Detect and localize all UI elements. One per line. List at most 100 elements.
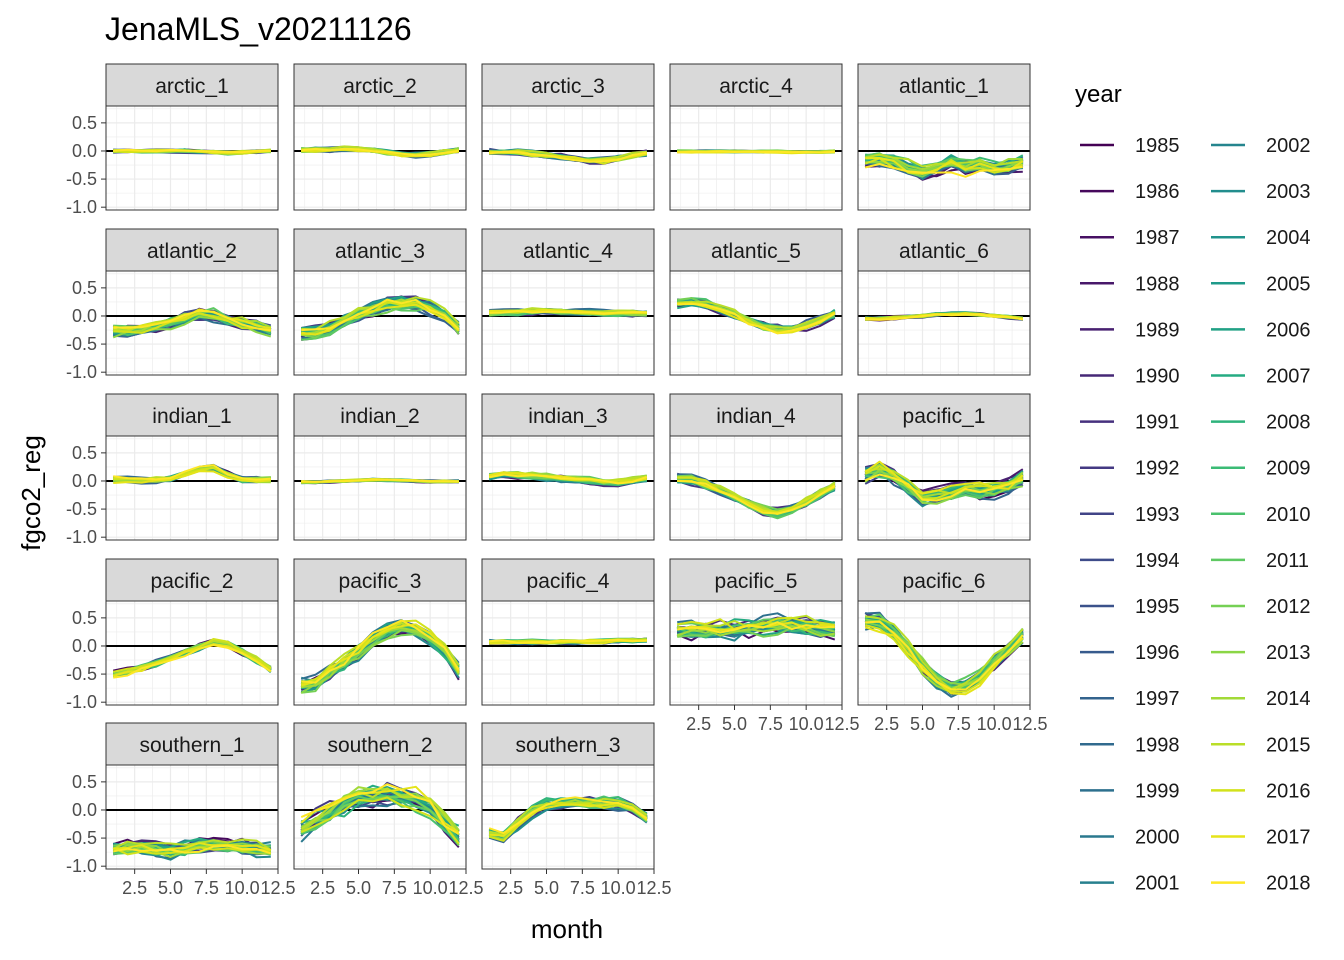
legend-item: 1993 [1080, 504, 1180, 526]
panel-border [105, 270, 279, 376]
legend-item: 2018 [1211, 873, 1311, 895]
facet-strip-label: pacific_2 [151, 570, 234, 593]
series-line-2015 [112, 838, 272, 851]
y-tick-label: 0.0 [72, 141, 97, 161]
facet-strip [481, 63, 655, 107]
facet-strip-label: southern_1 [139, 734, 244, 757]
legend-item: 1987 [1080, 227, 1180, 249]
legend-label: 2017 [1266, 827, 1311, 849]
panel-background [106, 106, 278, 210]
x-tick-label: 10.0 [225, 878, 260, 898]
facet-panel: arctic_4 [669, 63, 843, 211]
facet-strip-label: pacific_3 [339, 570, 422, 593]
y-tick-label: 0.0 [72, 306, 97, 326]
facet-panel: pacific_6 2.5 5.0 7.5 10.0 12.5 [857, 558, 1048, 734]
facet-panel: southern_1 0.5 0.0 -0.5 -1.0 2.5 5.0 7.5 10.0 12.… [66, 722, 296, 898]
facet-panel: indian_1 0.5 0.0 -0.5 -1.0 [66, 393, 279, 547]
series-line-2017 [864, 626, 1024, 696]
facet-strip-label: indian_3 [528, 405, 607, 428]
legend-item: 2004 [1211, 227, 1311, 249]
legend-label: 1987 [1135, 227, 1180, 249]
series-line-2018 [300, 783, 460, 835]
legend-label: 1997 [1135, 688, 1180, 710]
series-line-2017 [113, 842, 272, 853]
x-tick-label: 2.5 [874, 714, 899, 734]
facet-strip-label: indian_2 [340, 405, 419, 428]
series-group [489, 637, 647, 646]
legend-label: 1991 [1135, 412, 1180, 434]
y-tick-label: 0.5 [72, 443, 97, 463]
x-tick-label: 5.0 [722, 714, 747, 734]
panel-border [857, 435, 1031, 541]
facet-panel: southern_2 2.5 5.0 7.5 10.0 12.5 [293, 722, 484, 898]
series-group [488, 471, 648, 488]
legend-label: 2013 [1266, 642, 1311, 664]
series-line-2018 [301, 478, 459, 483]
chart-title: JenaMLS_v20211126 [105, 11, 412, 47]
facet-strip [293, 558, 467, 602]
facet-strip [481, 393, 655, 437]
facet-panel: atlantic_4 [481, 228, 655, 376]
y-tick-label: -1.0 [66, 856, 97, 876]
panel-border [669, 435, 843, 541]
legend-label: 2001 [1135, 873, 1180, 895]
y-tick-label: -1.0 [66, 527, 97, 547]
y-tick-label: -0.5 [66, 828, 97, 848]
series-line-2016 [113, 311, 271, 334]
legend-item: 1991 [1080, 412, 1180, 434]
legend-item: 2008 [1211, 412, 1311, 434]
series-line-2018 [677, 302, 836, 335]
x-tick-label: 10.0 [789, 714, 824, 734]
panel-border [105, 105, 279, 211]
series-line-2018 [113, 464, 271, 481]
legend-item: 2012 [1211, 596, 1311, 618]
legend-label: 1990 [1135, 366, 1180, 388]
series-line-2018 [489, 473, 648, 485]
series-group [677, 149, 835, 155]
panel-border [105, 435, 279, 541]
x-axis-label: month [531, 914, 603, 944]
legend-item: 2003 [1211, 181, 1311, 203]
series-group [676, 472, 836, 520]
facet-strip-label: indian_4 [716, 405, 796, 428]
series-group [112, 638, 272, 679]
panel-grid [858, 601, 1031, 705]
y-tick-label: 0.5 [72, 113, 97, 133]
panel-border [481, 105, 655, 211]
facet-panel: indian_2 [293, 393, 467, 541]
facet-panel: southern_3 2.5 5.0 7.5 10.0 12.5 [481, 722, 672, 898]
facet-strip [857, 393, 1031, 437]
series-line-2018 [489, 309, 647, 315]
legend-label: 2000 [1135, 827, 1180, 849]
legend-label: 1996 [1135, 642, 1180, 664]
legend-item: 2007 [1211, 366, 1311, 388]
facet-panel: indian_4 [669, 393, 843, 541]
x-tick-label: 5.0 [346, 878, 371, 898]
legend-item: 2015 [1211, 734, 1311, 756]
facet-panels: arctic_1 0.5 0.0 -0.5 -1.0 arctic_2 arctic_3 ar… [66, 63, 1048, 898]
series-line-2015 [677, 476, 836, 514]
x-tick-label: 5.0 [910, 714, 935, 734]
x-tick-label: 10.0 [413, 878, 448, 898]
series-group [300, 295, 460, 341]
legend-label: 1985 [1135, 135, 1180, 157]
panel-grid [482, 271, 655, 375]
legend-item: 2010 [1211, 504, 1311, 526]
legend-item: 1996 [1080, 642, 1180, 664]
series-line-2015 [864, 153, 1023, 168]
panel-border [669, 105, 843, 211]
legend-item: 1988 [1080, 273, 1180, 295]
panel-border [857, 270, 1031, 376]
legend-label: 2005 [1266, 273, 1311, 295]
x-tick-label: 12.5 [1012, 714, 1047, 734]
legend-label: 2004 [1266, 227, 1311, 249]
facet-strip-label: atlantic_4 [523, 240, 613, 263]
facet-panel: atlantic_1 [857, 63, 1031, 211]
legend-item: 1995 [1080, 596, 1180, 618]
series-group [113, 148, 271, 156]
legend-label: 1989 [1135, 319, 1180, 341]
legend-label: 2018 [1266, 873, 1311, 895]
panel-grid [858, 106, 1031, 210]
facet-strip-label: arctic_3 [531, 75, 605, 98]
facet-panel: arctic_2 [293, 63, 467, 211]
